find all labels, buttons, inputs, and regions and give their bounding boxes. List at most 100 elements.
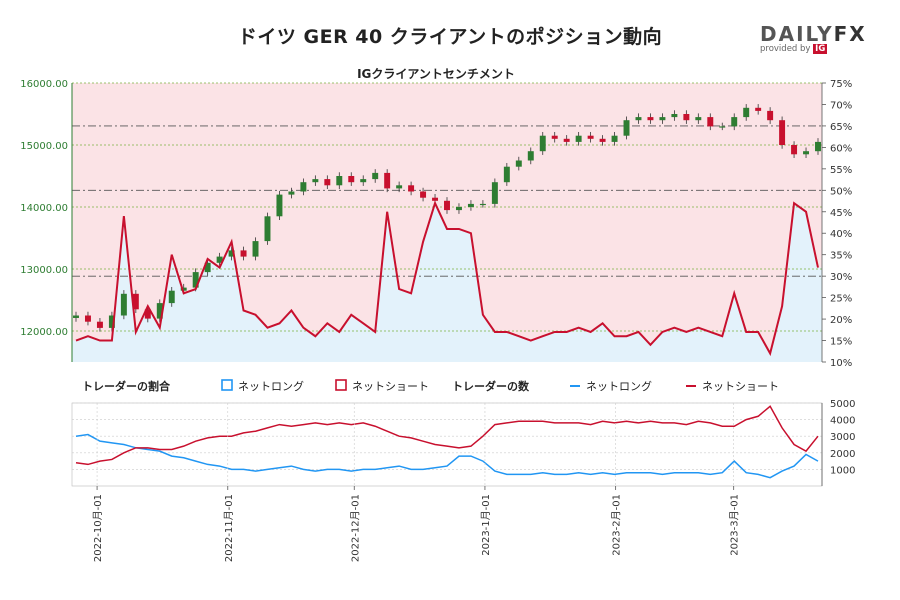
bottom-panel: 5000 4000 3000 2000 1000 2022-10月-01 2022-11月-… xyxy=(71,399,855,562)
legend: トレーダーの割合 ネットロング ネットショート トレーダーの数 ネットロング ネットショー… xyxy=(82,379,779,393)
date-tick-label: 2022-10月-01 xyxy=(92,494,104,562)
price-candle xyxy=(455,207,462,211)
logo-daily: DAILY xyxy=(760,22,834,46)
pct-tick-label: 70% xyxy=(830,100,852,111)
date-tick-label: 2023-2月-01 xyxy=(611,494,623,556)
pct-tick-label: 65% xyxy=(830,122,852,133)
price-candle xyxy=(467,203,474,207)
legend-count-long-label: ネットロング xyxy=(586,379,652,393)
price-candle xyxy=(719,126,726,128)
price-candle xyxy=(216,256,223,263)
price-candle xyxy=(575,135,582,142)
price-candle xyxy=(551,135,558,139)
price-candle xyxy=(240,250,247,257)
price-candle xyxy=(791,145,798,155)
count-tick-label: 4000 xyxy=(830,416,855,427)
price-candle xyxy=(623,120,630,136)
pct-tick-label: 30% xyxy=(830,272,852,283)
price-tick-label: 12000.00 xyxy=(20,327,68,338)
price-candle xyxy=(587,135,594,139)
logo-ig: IG xyxy=(813,44,828,54)
price-candle xyxy=(252,241,259,257)
price-candle xyxy=(815,141,821,152)
count-tick-label: 2000 xyxy=(830,449,855,460)
price-candle xyxy=(336,176,343,186)
price-candle xyxy=(384,172,391,189)
date-tick-label: 2022-12月-01 xyxy=(349,494,361,562)
price-candle xyxy=(372,172,379,180)
price-candle xyxy=(479,203,486,206)
price-candle xyxy=(731,117,738,127)
price-candle xyxy=(635,117,642,121)
pct-tick-label: 15% xyxy=(830,337,852,348)
date-tick-label: 2023-3月-01 xyxy=(729,494,741,556)
price-candle xyxy=(168,290,175,304)
count-tick-label: 3000 xyxy=(830,432,855,443)
price-candle xyxy=(779,120,786,145)
price-candle xyxy=(539,135,546,152)
price-candle xyxy=(659,117,666,121)
price-tick-label: 13000.00 xyxy=(20,265,68,276)
price-candle xyxy=(695,117,702,121)
price-candle xyxy=(73,315,79,318)
chart-title: ドイツ GER 40 クライアントのポジション動向 xyxy=(237,26,663,48)
price-candle xyxy=(707,117,714,127)
legend-ratio-long-swatch xyxy=(221,379,233,391)
price-candle xyxy=(312,179,319,183)
price-candle xyxy=(515,160,522,167)
pct-tick-label: 25% xyxy=(830,294,852,305)
price-candle xyxy=(420,191,427,198)
price-tick-label: 16000.00 xyxy=(20,79,68,90)
price-candle xyxy=(324,179,331,186)
price-candle xyxy=(180,287,187,291)
legend-ratio-short-swatch xyxy=(335,379,347,391)
legend-ratio-title: トレーダーの割合 xyxy=(82,379,171,393)
price-candle xyxy=(743,107,750,118)
pct-tick-label: 40% xyxy=(830,229,852,240)
price-candle xyxy=(132,293,139,310)
pct-tick-label: 55% xyxy=(830,165,852,176)
price-candle xyxy=(408,185,415,192)
pct-tick-label: 10% xyxy=(830,358,852,369)
count-tick-label: 5000 xyxy=(830,399,855,410)
price-candle xyxy=(432,197,439,201)
price-candle xyxy=(503,166,510,183)
pct-tick-label: 45% xyxy=(830,208,852,219)
price-candle xyxy=(491,182,498,204)
top-panel-title: IGクライアントセンチメント xyxy=(357,67,515,81)
price-candle xyxy=(108,315,115,328)
price-candle xyxy=(444,200,450,211)
price-candle xyxy=(120,293,127,316)
price-candle xyxy=(803,151,810,155)
price-candle xyxy=(204,262,211,273)
pct-tick-label: 35% xyxy=(830,251,852,262)
price-tick-label: 15000.00 xyxy=(20,141,68,152)
price-candle xyxy=(264,216,271,242)
price-candle xyxy=(288,191,295,195)
price-candle xyxy=(156,303,163,319)
price-candle xyxy=(348,176,355,183)
count-short-line xyxy=(75,405,819,466)
dailyfx-logo: DAILYFX provided by IG xyxy=(760,22,870,54)
count-long-line xyxy=(75,433,819,479)
logo-fx: FX xyxy=(833,22,867,46)
price-candle xyxy=(683,114,690,121)
top-panel: 16000.00 15000.00 14000.00 13000.00 12000.00… xyxy=(20,79,852,369)
price-candle xyxy=(84,315,91,322)
legend-ratio-short-label: ネットショート xyxy=(352,380,429,393)
price-candle xyxy=(599,138,606,142)
price-candle xyxy=(192,272,199,288)
price-candle xyxy=(767,110,774,121)
pct-tick-label: 50% xyxy=(830,186,852,197)
price-candle xyxy=(671,114,678,118)
legend-ratio-long-label: ネットロング xyxy=(238,379,304,393)
price-candle xyxy=(276,194,283,217)
date-tick-label: 2023-1月-01 xyxy=(480,494,492,556)
short-area-bg xyxy=(72,83,822,354)
price-candle xyxy=(563,138,570,142)
price-tick-label: 14000.00 xyxy=(20,203,68,214)
price-candle xyxy=(228,250,235,257)
logo-provided-by: provided by xyxy=(760,44,811,54)
pct-tick-label: 75% xyxy=(830,79,852,90)
